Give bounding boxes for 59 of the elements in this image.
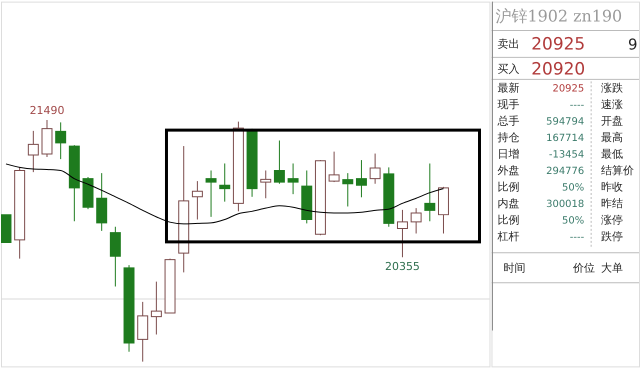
text: -13454	[548, 149, 584, 160]
text: 大单	[601, 262, 624, 275]
annotation: 21490	[30, 104, 64, 117]
text: 沪锌1902 zn190	[495, 6, 622, 26]
text: 时间	[503, 262, 526, 275]
text: 涨跌	[601, 81, 624, 94]
candlestick	[28, 130, 39, 173]
candlestick	[424, 162, 436, 222]
candlestick	[219, 162, 230, 202]
candlestick	[55, 122, 66, 160]
candlestick	[370, 153, 381, 184]
text: 涨停	[601, 214, 624, 227]
text: 比例	[497, 214, 520, 227]
text: ----	[570, 100, 585, 111]
text: 最新	[497, 81, 520, 94]
text: 现手	[497, 98, 520, 111]
candlestick	[356, 160, 367, 198]
text: 跌停	[601, 230, 624, 244]
text: 167714	[546, 132, 584, 144]
text: 50%	[562, 182, 584, 194]
text: 总手	[496, 114, 520, 128]
text: 20925	[531, 33, 586, 54]
text: 294776	[546, 166, 584, 178]
text: ----	[570, 232, 585, 244]
text: 300018	[546, 199, 584, 210]
text: 最高	[601, 130, 624, 144]
text: 卖出	[497, 37, 520, 50]
text: 20925	[552, 83, 584, 94]
text: 杠杆	[496, 230, 520, 244]
text: 买入	[497, 62, 520, 76]
candlestick	[342, 172, 354, 207]
candlestick	[274, 140, 285, 184]
text: 价位	[572, 262, 596, 275]
text: 开盘	[601, 114, 624, 128]
text: 外盘	[497, 164, 520, 178]
candlestick	[396, 209, 408, 258]
text: 50%	[562, 216, 584, 227]
text: 昨收	[601, 180, 624, 194]
text: 内盘	[497, 197, 520, 210]
candlestick	[110, 226, 121, 287]
annotation: 20355	[385, 260, 420, 274]
candlestick	[328, 151, 340, 183]
candlestick	[137, 301, 148, 362]
text: 结算价	[601, 164, 634, 178]
candlestick	[192, 180, 203, 220]
text: 最低	[601, 147, 624, 160]
text: 594794	[546, 116, 584, 128]
candlestick	[260, 170, 272, 199]
text: 日增	[497, 147, 520, 160]
text: 9	[628, 35, 638, 54]
text: 昨结	[601, 197, 624, 210]
candlestick	[288, 162, 299, 195]
candlestick	[206, 170, 217, 218]
text: 速涨	[601, 98, 624, 111]
text: 持仓	[497, 130, 520, 144]
text: 比例	[497, 180, 520, 194]
candlestick	[410, 208, 422, 234]
candlestick	[150, 281, 162, 336]
text: 20920	[531, 58, 586, 78]
